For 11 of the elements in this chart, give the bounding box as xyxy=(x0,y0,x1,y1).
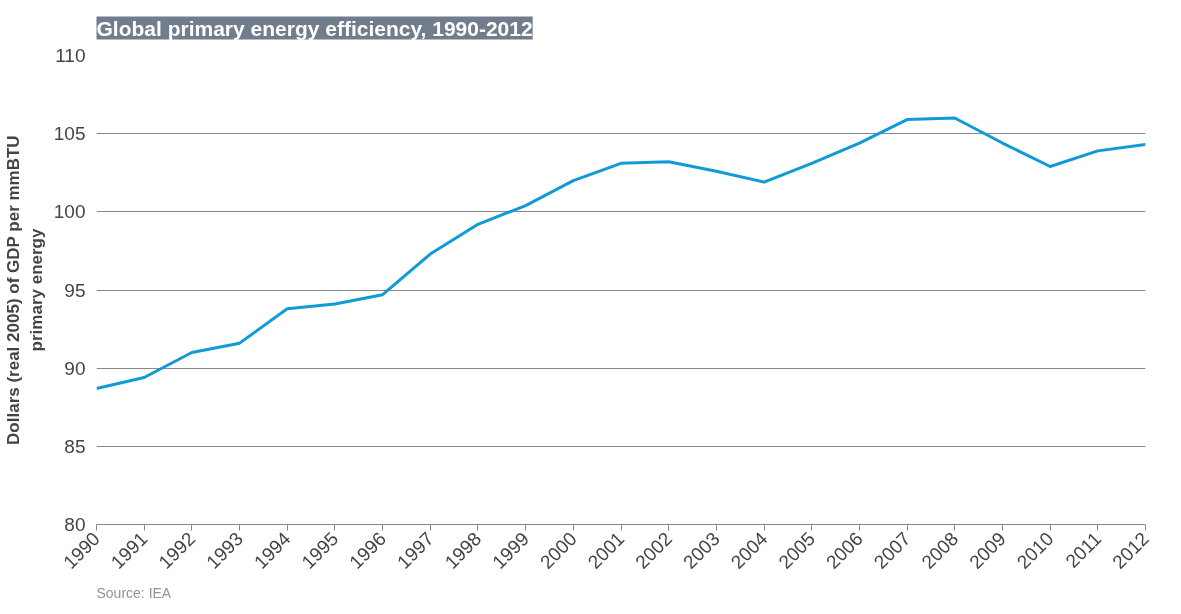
source-note: Source: IEA xyxy=(96,584,172,601)
y-tick-label: 95 xyxy=(64,279,86,301)
y-tick-label: 105 xyxy=(53,123,86,145)
line-series xyxy=(96,116,1146,390)
y-tick-label: 90 xyxy=(64,357,86,379)
y-tick-label: 110 xyxy=(55,45,86,66)
y-tick-label: 80 xyxy=(64,514,86,535)
y-tick-label: 100 xyxy=(53,201,86,223)
y-axis-title: Dollars (real 2005) of GDP per mmBTU primary energy xyxy=(4,135,46,445)
chart-title: Global primary energy efficiency, 1990-2012 xyxy=(96,16,533,40)
y-tick-label: 85 xyxy=(64,435,86,457)
